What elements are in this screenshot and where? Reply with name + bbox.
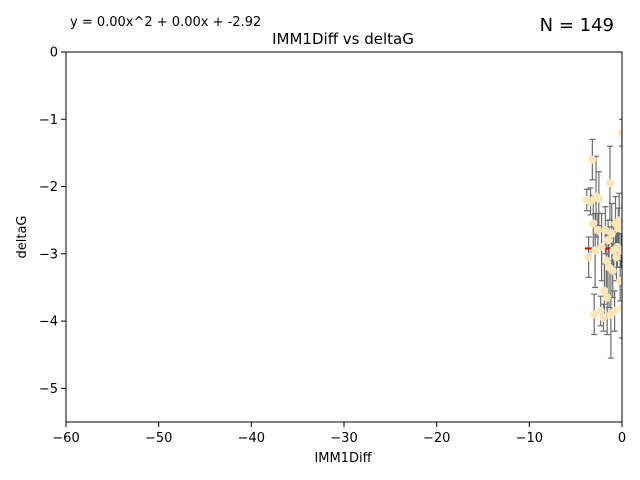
y-tick-label: −5: [39, 382, 58, 397]
chart-title: IMM1Diff vs deltaG: [272, 30, 414, 48]
sample-count: N = 149: [540, 15, 614, 36]
data-point: [615, 216, 622, 225]
data-point: [614, 224, 622, 233]
x-tick-label: −20: [423, 431, 450, 446]
data-point: [612, 253, 621, 262]
x-tick-label: 0: [618, 431, 626, 446]
data-point: [584, 253, 593, 262]
y-tick-label: −2: [39, 180, 58, 195]
x-axis-label: IMM1Diff: [314, 451, 372, 466]
data-point: [588, 155, 597, 164]
y-tick-label: −1: [39, 113, 58, 128]
data-point: [603, 293, 612, 302]
fit-equation: y = 0.00x^2 + 0.00x + -2.92: [70, 15, 261, 30]
data-point: [617, 303, 622, 312]
x-tick-label: −30: [330, 431, 357, 446]
data-point: [591, 246, 600, 255]
x-tick-label: −10: [516, 431, 543, 446]
y-tick-label: 0: [50, 46, 58, 61]
plot-frame: [65, 51, 623, 423]
data-point: [604, 236, 613, 245]
y-tick-label: −3: [39, 247, 58, 262]
data-point: [610, 306, 619, 316]
y-axis-label: deltaG: [15, 216, 30, 259]
x-axis: −60 −50 −40 −30 −20 −10 0: [52, 422, 626, 446]
data-point: [616, 246, 622, 255]
data-point: [616, 276, 622, 285]
x-tick-label: −40: [238, 431, 265, 446]
data-point: [617, 128, 622, 137]
data-point: [586, 197, 595, 206]
y-tick-label: −4: [39, 315, 58, 330]
data-point: [596, 306, 605, 316]
data-point: [589, 219, 598, 228]
point-layer: [582, 128, 622, 322]
x-tick-label: −50: [145, 431, 172, 446]
data-point: [594, 194, 603, 203]
data-point: [600, 286, 609, 295]
data-point: [590, 310, 599, 319]
data-point: [593, 226, 603, 235]
data-point: [608, 266, 617, 275]
data-point: [605, 179, 615, 188]
y-axis: 0 −1 −2 −3 −4 −5: [39, 46, 66, 397]
data-point: [599, 313, 608, 322]
data-point: [607, 229, 616, 238]
data-point: [602, 256, 611, 265]
data-point: [601, 226, 610, 235]
x-tick-label: −60: [52, 431, 79, 446]
data-point: [597, 242, 606, 252]
